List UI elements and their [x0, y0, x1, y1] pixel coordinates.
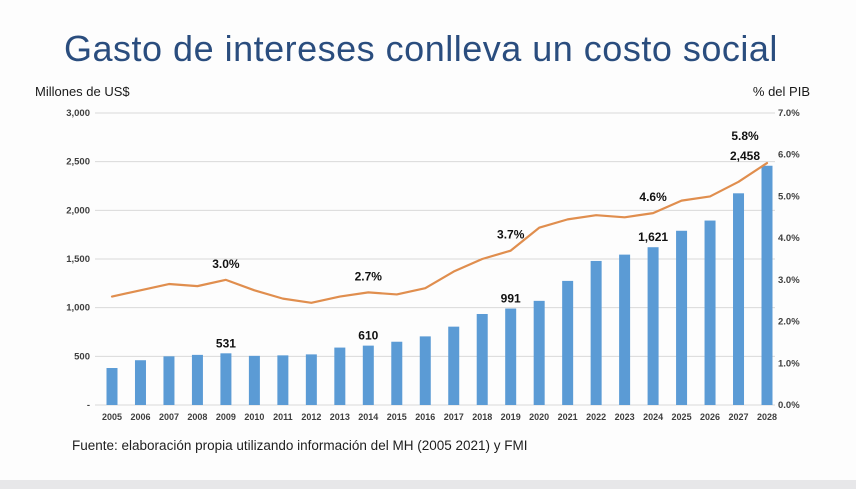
right-axis-tick: 1.0%	[778, 358, 800, 369]
page-title: Gasto de intereses conlleva un costo soc…	[64, 28, 778, 69]
bar-2025	[676, 230, 688, 405]
x-axis-tick: 2026	[700, 412, 720, 422]
bar-2024	[647, 247, 659, 405]
x-axis-tick: 2014	[358, 412, 378, 422]
left-axis-tick: 3,000	[66, 108, 90, 119]
bar-2026	[704, 220, 716, 405]
left-axis-tick: 1,500	[66, 254, 90, 265]
bar-2017	[448, 326, 460, 405]
bar-2020	[533, 300, 545, 405]
x-axis-tick: 2010	[244, 412, 264, 422]
x-axis-tick: 2022	[586, 412, 606, 422]
bar-2022	[590, 260, 602, 405]
left-axis-tick: -	[87, 400, 90, 411]
x-axis-tick: 2008	[187, 412, 207, 422]
bar-2016	[419, 336, 431, 405]
x-axis-tick: 2006	[130, 412, 150, 422]
left-axis-tick: 2,500	[66, 157, 90, 168]
x-axis-tick: 2024	[643, 412, 663, 422]
x-axis-tick: 2005	[102, 412, 122, 422]
line-label-2019: 3.7%	[497, 228, 525, 242]
right-axis-tick: 7.0%	[778, 108, 800, 119]
x-axis-tick: 2023	[615, 412, 635, 422]
x-axis-tick: 2028	[757, 412, 777, 422]
bar-label-2009: 531	[216, 336, 236, 350]
left-axis-tick: 1,000	[66, 303, 90, 314]
bar-2005	[106, 368, 118, 405]
right-axis-tick: 5.0%	[778, 191, 800, 202]
bar-2023	[619, 254, 631, 405]
x-axis-tick: 2020	[529, 412, 549, 422]
x-axis-tick: 2015	[387, 412, 407, 422]
x-axis-tick: 2025	[672, 412, 692, 422]
bar-label-2014: 610	[358, 329, 378, 343]
x-axis-tick: 2007	[159, 412, 179, 422]
x-axis-tick: 2018	[472, 412, 492, 422]
bar-2018	[476, 313, 488, 405]
x-axis-tick: 2012	[301, 412, 321, 422]
bar-label-2019: 991	[501, 292, 521, 306]
right-axis-tick: 4.0%	[778, 233, 800, 244]
right-axis-tick: 0.0%	[778, 400, 800, 411]
right-axis-title: % del PIB	[752, 84, 810, 99]
bar-2021	[562, 280, 574, 405]
bar-2012	[305, 354, 317, 405]
bar-2007	[163, 356, 175, 405]
right-axis-tick: 2.0%	[778, 317, 800, 328]
right-axis-tick: 6.0%	[778, 150, 800, 161]
bar-2013	[334, 347, 346, 405]
bar-2008	[191, 354, 203, 405]
bar-2011	[277, 355, 289, 405]
line-label-2009: 3.0%	[212, 257, 240, 271]
right-axis-tick: 3.0%	[778, 275, 800, 286]
x-axis-tick: 2009	[216, 412, 236, 422]
left-axis-tick: 2,000	[66, 205, 90, 216]
pib-line	[110, 161, 769, 304]
bar-label-2024: 1,621	[638, 230, 668, 244]
left-axis-tick: 500	[74, 351, 90, 362]
bar-2019	[505, 308, 517, 405]
line-label-2024: 4.6%	[639, 190, 667, 204]
x-axis-tick: 2021	[558, 412, 578, 422]
x-axis-tick: 2013	[330, 412, 350, 422]
line-label-2014: 2.7%	[355, 269, 383, 283]
bar-2028	[761, 165, 773, 405]
bottom-strip	[0, 480, 856, 489]
bar-2027	[733, 193, 745, 405]
bar-2010	[248, 355, 260, 405]
bar-2006	[134, 360, 146, 405]
x-axis-tick: 2019	[501, 412, 521, 422]
x-axis-tick: 2027	[729, 412, 749, 422]
bar-label-2028: 2,458	[730, 149, 760, 163]
left-axis-title: Millones de US$	[35, 84, 130, 99]
line-label-2028: 5.8%	[731, 129, 759, 143]
x-axis-tick: 2011	[273, 412, 293, 422]
bar-2014	[362, 345, 374, 405]
source-note: Fuente: elaboración propia utilizando in…	[72, 438, 528, 453]
x-axis-tick: 2016	[415, 412, 435, 422]
bar-2015	[391, 341, 403, 405]
bar-2009	[220, 353, 232, 405]
x-axis-tick: 2017	[444, 412, 464, 422]
